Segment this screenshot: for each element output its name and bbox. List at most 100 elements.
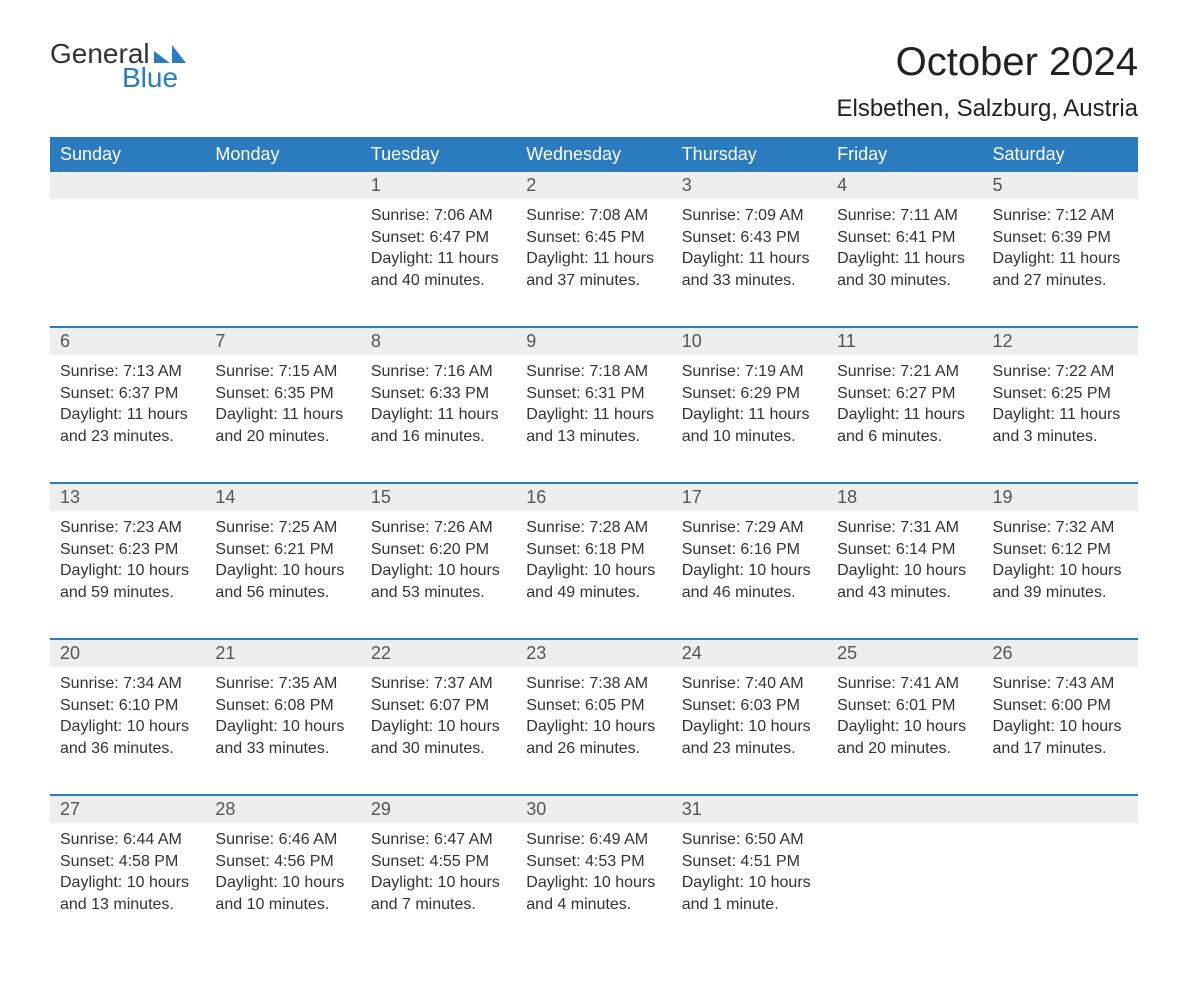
day-cell: Sunrise: 7:16 AMSunset: 6:33 PMDaylight:…: [361, 355, 516, 483]
day-content-row: Sunrise: 7:34 AMSunset: 6:10 PMDaylight:…: [50, 667, 1138, 795]
day-daylight1: Daylight: 11 hours: [682, 248, 817, 270]
day-number: 31: [672, 796, 827, 823]
day-cell: [50, 199, 205, 327]
day-daylight2: and 20 minutes.: [215, 426, 350, 448]
day-daylight1: Daylight: 10 hours: [682, 560, 817, 582]
day-daylight2: and 1 minute.: [682, 894, 817, 916]
day-sunrise: Sunrise: 7:32 AM: [993, 517, 1128, 539]
day-daylight2: and 10 minutes.: [215, 894, 350, 916]
day-number: [205, 172, 360, 199]
day-number: 2: [516, 172, 671, 199]
day-number: 7: [205, 328, 360, 355]
day-content-row: Sunrise: 7:13 AMSunset: 6:37 PMDaylight:…: [50, 355, 1138, 483]
day-number: 15: [361, 484, 516, 511]
day-daylight1: Daylight: 10 hours: [371, 560, 506, 582]
daynum-row: 13141516171819: [50, 484, 1138, 511]
day-cell: [205, 199, 360, 327]
col-saturday: Saturday: [983, 137, 1138, 172]
day-daylight2: and 17 minutes.: [993, 738, 1128, 760]
day-daylight2: and 23 minutes.: [60, 426, 195, 448]
day-sunrise: Sunrise: 7:31 AM: [837, 517, 972, 539]
day-number: [983, 796, 1138, 823]
day-cell: Sunrise: 7:38 AMSunset: 6:05 PMDaylight:…: [516, 667, 671, 795]
day-sunset: Sunset: 6:12 PM: [993, 539, 1128, 561]
day-cell: Sunrise: 7:22 AMSunset: 6:25 PMDaylight:…: [983, 355, 1138, 483]
day-sunrise: Sunrise: 7:15 AM: [215, 361, 350, 383]
day-sunset: Sunset: 4:55 PM: [371, 851, 506, 873]
day-sunrise: Sunrise: 7:08 AM: [526, 205, 661, 227]
day-daylight1: Daylight: 10 hours: [837, 716, 972, 738]
day-sunrise: Sunrise: 7:21 AM: [837, 361, 972, 383]
day-cell: Sunrise: 6:44 AMSunset: 4:58 PMDaylight:…: [50, 823, 205, 951]
calendar-table: Sunday Monday Tuesday Wednesday Thursday…: [50, 137, 1138, 951]
day-daylight2: and 10 minutes.: [682, 426, 817, 448]
day-sunset: Sunset: 6:07 PM: [371, 695, 506, 717]
day-sunrise: Sunrise: 7:23 AM: [60, 517, 195, 539]
day-sunrise: Sunrise: 7:35 AM: [215, 673, 350, 695]
day-daylight2: and 16 minutes.: [371, 426, 506, 448]
day-daylight1: Daylight: 10 hours: [993, 716, 1128, 738]
day-sunset: Sunset: 6:21 PM: [215, 539, 350, 561]
day-content-row: Sunrise: 6:44 AMSunset: 4:58 PMDaylight:…: [50, 823, 1138, 951]
day-number: 8: [361, 328, 516, 355]
day-daylight2: and 30 minutes.: [371, 738, 506, 760]
day-daylight2: and 39 minutes.: [993, 582, 1128, 604]
day-sunset: Sunset: 6:05 PM: [526, 695, 661, 717]
day-sunrise: Sunrise: 7:06 AM: [371, 205, 506, 227]
day-content-row: Sunrise: 7:06 AMSunset: 6:47 PM Daylight:…: [50, 199, 1138, 327]
day-daylight1: Daylight: 11 hours: [993, 248, 1128, 270]
day-daylight1: Daylight: 10 hours: [526, 716, 661, 738]
day-daylight2: and 40 minutes.: [371, 270, 506, 292]
day-daylight1: Daylight: 11 hours: [837, 404, 972, 426]
day-daylight1: Daylight: 10 hours: [60, 560, 195, 582]
day-cell: Sunrise: 7:21 AMSunset: 6:27 PMDaylight:…: [827, 355, 982, 483]
day-number: 4: [827, 172, 982, 199]
day-number: 21: [205, 640, 360, 667]
day-cell: Sunrise: 7:40 AMSunset: 6:03 PMDaylight:…: [672, 667, 827, 795]
day-sunrise: Sunrise: 7:43 AM: [993, 673, 1128, 695]
day-sunrise: Sunrise: 7:09 AM: [682, 205, 817, 227]
day-daylight2: and 30 minutes.: [837, 270, 972, 292]
day-number: 22: [361, 640, 516, 667]
day-number: 5: [983, 172, 1138, 199]
day-cell: Sunrise: 7:08 AMSunset: 6:45 PMDaylight:…: [516, 199, 671, 327]
day-daylight2: and 46 minutes.: [682, 582, 817, 604]
day-sunrise: Sunrise: 6:46 AM: [215, 829, 350, 851]
day-daylight1: Daylight: 10 hours: [215, 872, 350, 894]
day-daylight2: and 43 minutes.: [837, 582, 972, 604]
day-cell: Sunrise: 7:13 AMSunset: 6:37 PMDaylight:…: [50, 355, 205, 483]
day-cell: [983, 823, 1138, 951]
col-monday: Monday: [205, 137, 360, 172]
day-number: 6: [50, 328, 205, 355]
day-sunset: Sunset: 6:27 PM: [837, 383, 972, 405]
day-number: 25: [827, 640, 982, 667]
day-sunset: Sunset: 4:51 PM: [682, 851, 817, 873]
day-number: [827, 796, 982, 823]
day-cell: Sunrise: 7:32 AMSunset: 6:12 PMDaylight:…: [983, 511, 1138, 639]
brand-logo: General Blue: [50, 40, 186, 92]
day-sunrise: Sunrise: 7:13 AM: [60, 361, 195, 383]
day-sunrise: Sunrise: 7:38 AM: [526, 673, 661, 695]
day-cell: Sunrise: 6:47 AMSunset: 4:55 PMDaylight:…: [361, 823, 516, 951]
day-cell: Sunrise: 7:28 AMSunset: 6:18 PMDaylight:…: [516, 511, 671, 639]
day-sunset: Sunset: 6:47 PM: [371, 227, 506, 249]
day-daylight2: and 56 minutes.: [215, 582, 350, 604]
day-daylight2: and 7 minutes.: [371, 894, 506, 916]
day-daylight1: Daylight: 11 hours: [526, 248, 661, 270]
day-sunrise: Sunrise: 7:28 AM: [526, 517, 661, 539]
day-daylight2: and 33 minutes.: [215, 738, 350, 760]
day-sunset: Sunset: 6:03 PM: [682, 695, 817, 717]
day-cell: Sunrise: 7:29 AMSunset: 6:16 PMDaylight:…: [672, 511, 827, 639]
day-content-row: Sunrise: 7:23 AMSunset: 6:23 PMDaylight:…: [50, 511, 1138, 639]
day-sunrise: Sunrise: 7:25 AM: [215, 517, 350, 539]
day-daylight1: Daylight: 11 hours: [682, 404, 817, 426]
day-sunrise: Sunrise: 7:41 AM: [837, 673, 972, 695]
day-sunset: Sunset: 6:16 PM: [682, 539, 817, 561]
day-number: 28: [205, 796, 360, 823]
day-daylight2: and 13 minutes.: [60, 894, 195, 916]
day-daylight2: and 27 minutes.: [993, 270, 1128, 292]
day-cell: Sunrise: 7:41 AMSunset: 6:01 PMDaylight:…: [827, 667, 982, 795]
day-daylight2: and 53 minutes.: [371, 582, 506, 604]
day-daylight1: Daylight: 11 hours: [215, 404, 350, 426]
day-number: 14: [205, 484, 360, 511]
